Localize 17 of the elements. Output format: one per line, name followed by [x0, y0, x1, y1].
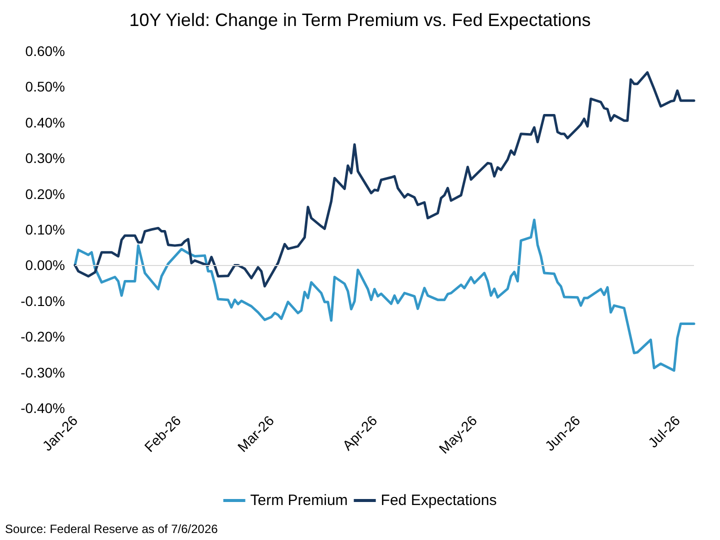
- legend-label: Term Premium: [250, 492, 348, 509]
- line-series: [74, 71, 696, 288]
- y-tick-label: -0.30%: [20, 364, 65, 380]
- legend-label: Fed Expectations: [380, 492, 497, 509]
- y-tick-label: 0.50%: [25, 78, 65, 95]
- y-tick-label: 0.30%: [25, 150, 65, 166]
- y-tick-label: -0.10%: [20, 292, 65, 309]
- y-tick-label: 0.40%: [25, 114, 65, 130]
- y-tick-label: 0.00%: [25, 257, 65, 274]
- source-note: Source: Federal Reserve as of 7/6/2026: [5, 522, 218, 536]
- y-tick-label: 0.60%: [25, 43, 65, 59]
- y-tick-label: -0.40%: [20, 400, 65, 416]
- line-series: [74, 218, 696, 372]
- chart-title: 10Y Yield: Change in Term Premium vs. Fed Expectations: [129, 10, 591, 30]
- y-tick-label: 0.20%: [25, 186, 65, 202]
- y-tick-label: 0.10%: [25, 222, 65, 238]
- y-tick-label: -0.20%: [20, 328, 65, 345]
